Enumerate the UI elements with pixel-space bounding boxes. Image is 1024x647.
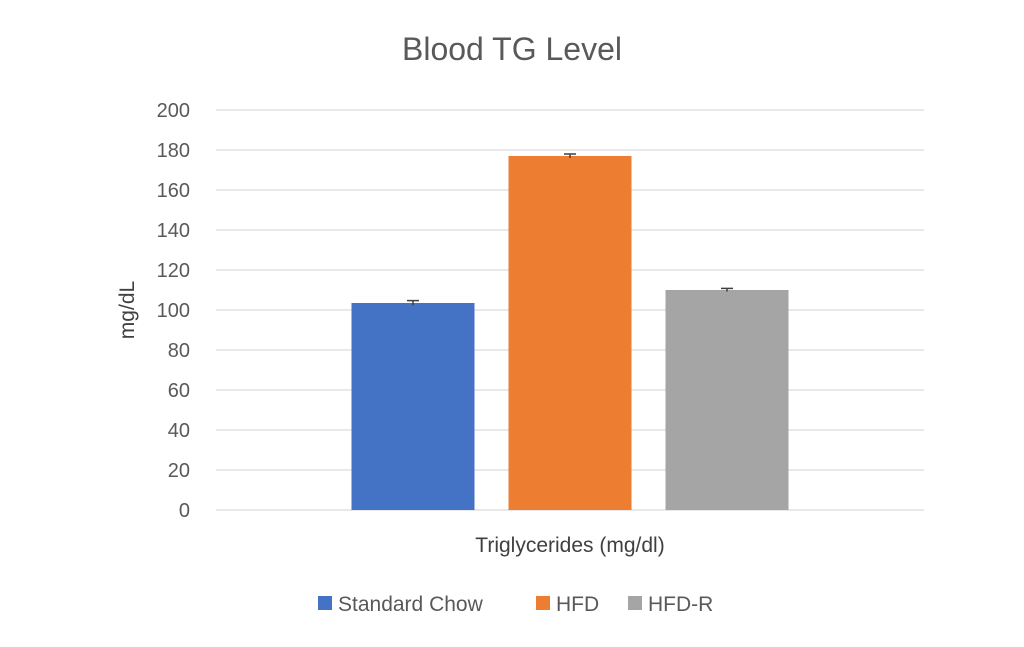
bar-standard-chow (351, 303, 475, 510)
error-bars (407, 153, 733, 306)
legend-swatch (536, 596, 550, 610)
legend-item: HFD-R (628, 593, 713, 616)
y-tick-label: 160 (157, 180, 190, 202)
y-tick-label: 20 (168, 460, 190, 482)
legend-label: HFD (556, 593, 599, 616)
y-tick-label: 180 (157, 140, 190, 162)
legend-label: HFD-R (648, 593, 713, 616)
y-axis-title: mg/dL (116, 281, 139, 339)
y-tick-label: 0 (179, 500, 190, 522)
x-axis-label: Triglycerides (mg/dl) (475, 534, 664, 557)
y-tick-label: 40 (168, 420, 190, 442)
legend-swatch (318, 596, 332, 610)
legend: Standard Chow HFD HFD-R (318, 593, 713, 616)
y-tick-label: 120 (157, 260, 190, 282)
legend-item: HFD (536, 593, 599, 616)
bar-hfd (508, 156, 632, 510)
y-tick-label: 140 (157, 220, 190, 242)
legend-label: Standard Chow (338, 593, 484, 616)
y-tick-label: 100 (157, 300, 190, 322)
y-axis-ticks: 0 20 40 60 80 100 120 140 160 180 200 (157, 100, 190, 522)
bars (351, 156, 789, 510)
y-tick-label: 200 (157, 100, 190, 122)
legend-item: Standard Chow (318, 593, 484, 616)
y-tick-label: 60 (168, 380, 190, 402)
legend-swatch (628, 596, 642, 610)
chart-title: Blood TG Level (402, 31, 622, 67)
y-tick-label: 80 (168, 340, 190, 362)
bar-hfd-r (665, 290, 789, 510)
